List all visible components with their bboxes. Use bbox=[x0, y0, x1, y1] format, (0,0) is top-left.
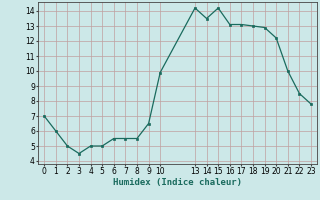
X-axis label: Humidex (Indice chaleur): Humidex (Indice chaleur) bbox=[113, 178, 242, 187]
